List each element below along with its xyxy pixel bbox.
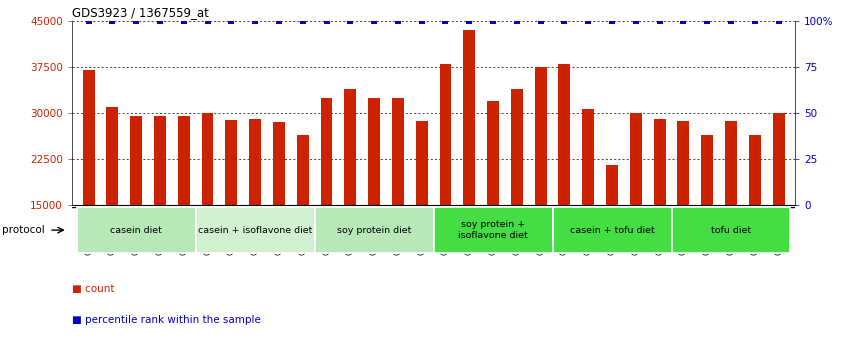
- Bar: [440, 64, 452, 205]
- Text: soy protein +
isoflavone diet: soy protein + isoflavone diet: [459, 221, 528, 240]
- Bar: [678, 121, 689, 205]
- Bar: [772, 113, 784, 205]
- Text: casein + tofu diet: casein + tofu diet: [569, 225, 655, 235]
- Bar: [630, 113, 642, 205]
- Bar: [201, 113, 213, 205]
- Bar: [749, 135, 761, 205]
- Bar: [154, 116, 166, 205]
- Bar: [77, 207, 195, 253]
- Bar: [83, 70, 95, 205]
- Bar: [195, 207, 315, 253]
- Bar: [552, 207, 672, 253]
- Bar: [582, 109, 594, 205]
- Bar: [464, 30, 475, 205]
- Text: ■ count: ■ count: [72, 284, 114, 293]
- Bar: [344, 89, 356, 205]
- Bar: [535, 67, 547, 205]
- Bar: [297, 135, 309, 205]
- Text: protocol: protocol: [2, 225, 45, 235]
- Bar: [107, 107, 118, 205]
- Text: tofu diet: tofu diet: [711, 225, 751, 235]
- Bar: [672, 207, 790, 253]
- Bar: [321, 98, 332, 205]
- Bar: [250, 119, 261, 205]
- Bar: [273, 122, 285, 205]
- Bar: [701, 135, 713, 205]
- Text: casein diet: casein diet: [110, 225, 162, 235]
- Bar: [558, 64, 570, 205]
- Bar: [392, 98, 404, 205]
- Bar: [225, 120, 237, 205]
- Bar: [654, 119, 666, 205]
- Bar: [178, 116, 190, 205]
- Bar: [725, 121, 737, 205]
- Bar: [368, 98, 380, 205]
- Bar: [606, 165, 618, 205]
- Bar: [415, 121, 427, 205]
- Bar: [511, 89, 523, 205]
- Bar: [130, 116, 142, 205]
- Text: GDS3923 / 1367559_at: GDS3923 / 1367559_at: [72, 6, 209, 19]
- Text: ■ percentile rank within the sample: ■ percentile rank within the sample: [72, 315, 261, 325]
- Text: casein + isoflavone diet: casein + isoflavone diet: [198, 225, 312, 235]
- Bar: [315, 207, 433, 253]
- Bar: [487, 101, 499, 205]
- Text: soy protein diet: soy protein diet: [337, 225, 411, 235]
- Bar: [433, 207, 552, 253]
